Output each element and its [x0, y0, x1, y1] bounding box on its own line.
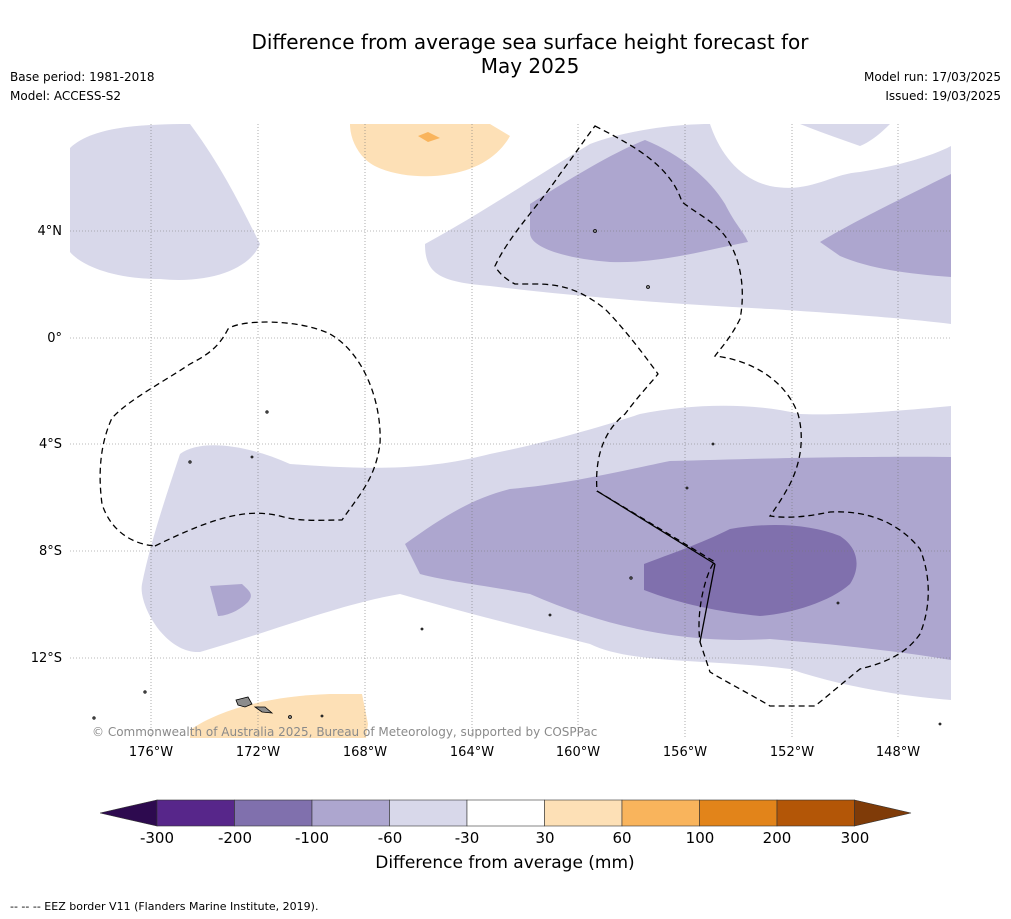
colorbar-arrow-left — [100, 799, 158, 827]
island-upolu — [253, 706, 274, 714]
colorbar-bin-3 — [311, 799, 390, 827]
region-ne-medium — [820, 174, 951, 277]
island-8 — [629, 576, 633, 580]
lat-label-0: 0° — [47, 331, 62, 346]
colorbar-tick-4: -60 — [377, 829, 403, 847]
colorbar-tick-3: -100 — [294, 829, 330, 847]
lon-label-176w: 176°W — [128, 745, 174, 760]
island-1 — [593, 229, 597, 233]
colorbar-label: Difference from average (mm) — [375, 853, 635, 873]
eez-border-south-2 — [699, 563, 716, 643]
lat-label-4s: 4°S — [38, 437, 62, 452]
island-16 — [938, 722, 942, 726]
lon-label-172w: 172°W — [235, 745, 281, 760]
colorbar-tick-6: 30 — [535, 829, 555, 847]
island-13 — [288, 715, 292, 719]
region-sw-medium — [210, 584, 251, 616]
colorbar-bin-9 — [776, 799, 855, 827]
region-north-positive — [350, 124, 510, 177]
eez-border-north — [494, 125, 929, 707]
lat-label-4n: 4°N — [37, 224, 63, 239]
eez-border-south — [596, 490, 716, 565]
colorbar-bin-6 — [544, 799, 623, 827]
base-period: Base period: 1981-2018 — [10, 70, 155, 84]
island-savaii — [235, 696, 253, 708]
colorbar-tick-8: 100 — [685, 829, 715, 847]
colorbar-bin-4 — [389, 799, 468, 827]
title-line-1: Difference from average sea surface heig… — [251, 30, 809, 54]
lon-label-160w: 160°W — [555, 745, 601, 760]
islands — [92, 229, 942, 726]
island-9 — [548, 613, 552, 617]
lon-label-152w: 152°W — [769, 745, 815, 760]
colorbar-bin-2 — [234, 799, 313, 827]
island-5 — [250, 455, 254, 459]
model-run: Model run: 17/03/2025 — [863, 70, 1001, 84]
colorbar-bin-8 — [699, 799, 778, 827]
lat-label-12s: 12°S — [30, 651, 62, 666]
lon-label-148w: 148°W — [875, 745, 921, 760]
colorbar-bin-7 — [621, 799, 700, 827]
region-south-positive — [190, 694, 368, 738]
sea-level-map — [70, 124, 951, 738]
map-title: Difference from average sea surface heig… — [180, 30, 880, 78]
colorbar-bin-1 — [156, 799, 235, 827]
lon-label-156w: 156°W — [662, 745, 708, 760]
region-north-positive-core — [418, 132, 440, 142]
colorbar-arrow-right — [854, 799, 912, 827]
anomaly-positive-regions — [190, 124, 510, 738]
island-2 — [646, 285, 650, 289]
island-6 — [711, 442, 715, 446]
region-ne-light — [800, 124, 890, 146]
lat-label-8s: 8°S — [38, 544, 62, 559]
meta-right: Model run: 17/03/2025 Issued: 19/03/2025 — [864, 68, 1001, 106]
colorbar-tick-10: 300 — [840, 829, 870, 847]
island-12 — [92, 716, 96, 720]
island-7 — [685, 486, 689, 490]
island-15 — [420, 627, 424, 631]
region-dark-anomaly — [644, 524, 857, 616]
island-11 — [143, 690, 147, 694]
colorbar-tick-2: -200 — [217, 829, 253, 847]
title-line-2: May 2025 — [480, 54, 580, 78]
colorbar-tick-1: -300 — [139, 829, 175, 847]
eez-footnote: -- -- -- EEZ border V11 (Flanders Marine… — [10, 900, 319, 913]
colorbar-bin-5 — [466, 799, 545, 827]
region-nw-light — [70, 124, 260, 280]
island-14 — [320, 714, 324, 718]
lon-label-164w: 164°W — [449, 745, 495, 760]
copyright-notice: © Commonwealth of Australia 2025, Bureau… — [92, 725, 598, 739]
island-4 — [188, 460, 192, 464]
graticule — [70, 124, 951, 738]
colorbar — [100, 799, 912, 827]
lon-label-168w: 168°W — [342, 745, 388, 760]
issued-date: Issued: 19/03/2025 — [885, 89, 1001, 103]
colorbar-tick-5: -30 — [454, 829, 480, 847]
region-north-medium — [530, 140, 748, 263]
meta-left: Base period: 1981-2018 Model: ACCESS-S2 — [10, 68, 155, 106]
eez-borders — [99, 125, 929, 707]
colorbar-tick-7: 60 — [612, 829, 632, 847]
colorbar-tick-9: 200 — [762, 829, 792, 847]
eez-border-west — [99, 321, 381, 547]
island-3 — [265, 410, 269, 414]
model-name: Model: ACCESS-S2 — [10, 89, 122, 103]
island-10 — [836, 601, 840, 605]
